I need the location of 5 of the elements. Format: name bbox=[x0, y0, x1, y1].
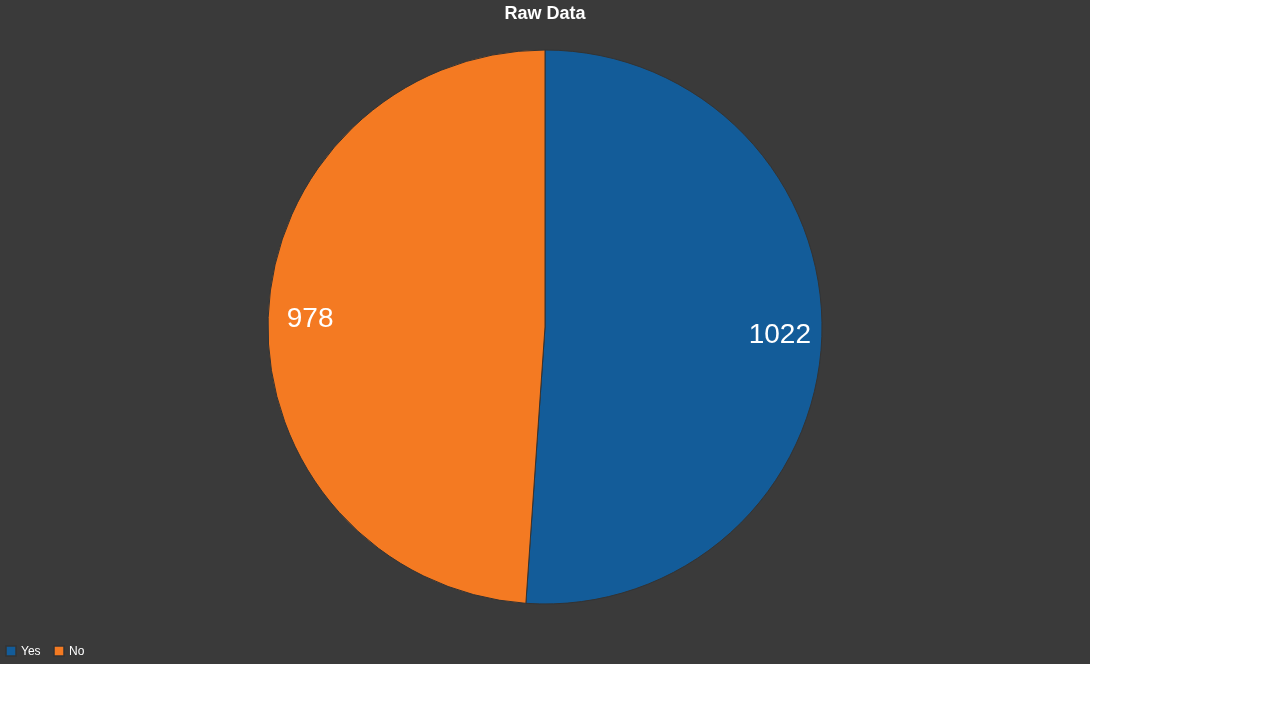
legend-label: No bbox=[69, 644, 85, 658]
data-label: 978 bbox=[286, 301, 334, 333]
chart-title: Raw Data bbox=[504, 3, 587, 23]
legend-label: Yes bbox=[21, 644, 41, 658]
data-label: 1022 bbox=[748, 318, 812, 350]
